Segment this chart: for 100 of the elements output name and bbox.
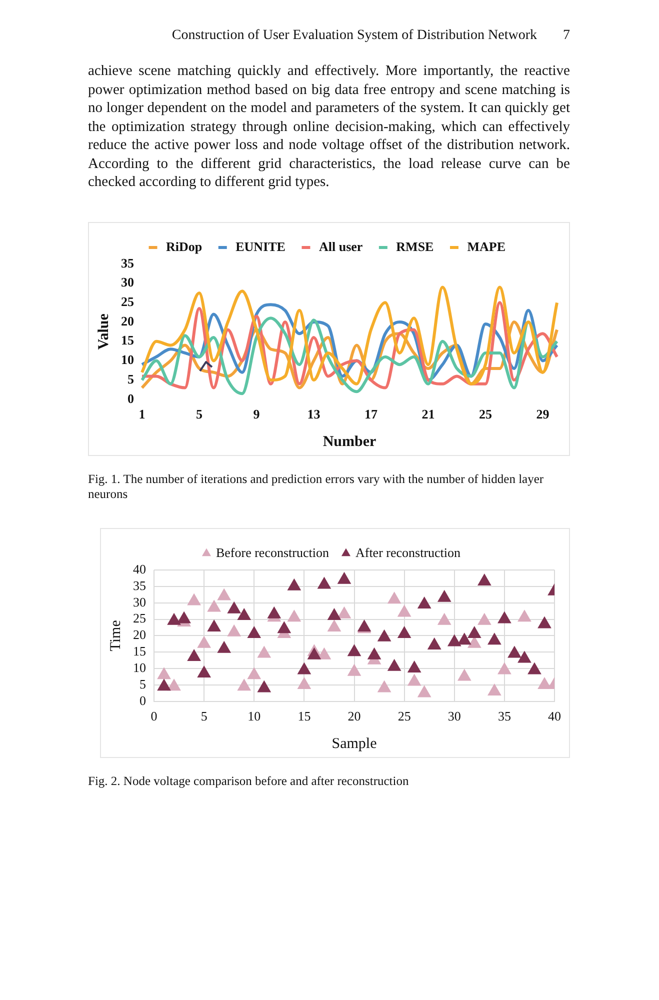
point	[418, 596, 431, 608]
x-tick-label: 29	[536, 406, 550, 422]
point	[538, 676, 552, 688]
x-tick-label: 5	[200, 708, 208, 724]
point	[288, 578, 301, 590]
text: 7	[563, 28, 570, 44]
y-tick-label: 20	[133, 626, 146, 642]
point	[157, 667, 171, 679]
y-tick-label: 25	[133, 610, 146, 626]
x-tick-label: 35	[498, 708, 511, 724]
y-tick-label: 35	[121, 254, 134, 270]
y-tick-label: 0	[128, 390, 134, 406]
point	[278, 621, 291, 633]
point	[438, 590, 451, 602]
point	[298, 676, 311, 688]
legend-label: After reconstruction	[355, 544, 462, 560]
point	[398, 626, 411, 638]
point	[348, 664, 361, 676]
x-axis-title: Sample	[332, 735, 378, 752]
point	[187, 649, 201, 661]
line-series	[140, 285, 558, 385]
x-tick-label: 1	[138, 406, 146, 422]
point	[438, 612, 451, 624]
y-tick-label: 5	[128, 370, 134, 386]
point	[198, 665, 211, 677]
legend-label: All user	[318, 238, 363, 254]
point	[258, 646, 271, 658]
y-axis-title: Time	[108, 619, 124, 651]
y-tick-label: 15	[121, 332, 134, 348]
x-tick-label: 15	[298, 708, 311, 724]
point	[388, 658, 401, 670]
point	[348, 644, 361, 656]
x-tick-label: 10	[248, 708, 261, 724]
text: Construction of User Evaluation System of Distribution Network	[172, 28, 537, 44]
point	[238, 678, 251, 690]
legend-label: EUNITE	[236, 238, 286, 254]
point	[208, 619, 221, 631]
y-tick-label: 10	[133, 659, 146, 674]
point	[228, 601, 241, 613]
x-tick-label: 30	[448, 708, 461, 724]
legend-label: Before reconstruction	[216, 544, 330, 560]
point	[308, 647, 321, 659]
point	[418, 685, 431, 697]
y-axis-title: Value	[96, 312, 112, 350]
point	[318, 647, 331, 659]
point	[208, 600, 221, 612]
y-tick-label: 40	[133, 560, 146, 576]
point	[408, 674, 421, 686]
x-tick-label: 9	[253, 406, 260, 422]
point	[187, 593, 201, 605]
point	[328, 608, 341, 620]
legend-label: MAPE	[467, 238, 506, 254]
x-tick-label: 5	[196, 406, 203, 422]
point	[448, 634, 461, 646]
caption: Fig. 1. The number of iterations and prediction errors vary with the number of hidden layer neurons	[88, 472, 545, 502]
x-tick-label: 0	[150, 708, 158, 724]
point	[338, 606, 351, 618]
x-tick-label: 21	[422, 406, 435, 422]
y-tick-label: 15	[133, 643, 146, 658]
y-tick-label: 25	[121, 294, 134, 309]
point	[298, 662, 311, 674]
y-tick-label: 35	[133, 577, 146, 592]
y-tick-label: 30	[121, 274, 134, 290]
x-tick-label: 25	[398, 708, 411, 724]
point	[167, 678, 181, 690]
point	[368, 647, 381, 659]
point	[177, 611, 191, 623]
legend-label: RMSE	[396, 238, 434, 254]
point	[408, 660, 421, 672]
point	[458, 668, 471, 680]
text: achieve scene matching quickly and effectively. More importantly, the reactive power optimization method based on big data free entropy and scene matching is no longer dependent on the model and parameters of the system. It can quickly get the optimization strategy through online decision-making, which can effectively reduce the active power loss and node voltage offset of the distribution network. According to the different grid characteristics, the load release curve can be checked according to different grid types.	[88, 62, 570, 192]
point	[478, 573, 491, 585]
x-tick-label: 13	[307, 406, 321, 422]
legend-label: RiDop	[166, 238, 202, 254]
point	[528, 662, 542, 674]
x-axis-title: Number	[322, 433, 377, 450]
point	[518, 610, 532, 622]
point	[468, 626, 481, 638]
point	[248, 626, 261, 638]
point	[258, 680, 271, 692]
point	[538, 616, 552, 628]
point	[378, 680, 391, 692]
point	[378, 629, 391, 641]
y-tick-label: 30	[133, 594, 146, 609]
point	[398, 604, 411, 616]
y-tick-label: 0	[140, 692, 146, 708]
point	[218, 588, 231, 600]
caption: Fig. 2. Node voltage comparison before and after reconstruction	[88, 774, 410, 788]
point	[338, 572, 351, 584]
point	[478, 612, 491, 624]
point	[508, 646, 522, 658]
point	[268, 606, 281, 618]
y-tick-label: 20	[121, 312, 134, 328]
x-tick-label: 17	[364, 406, 378, 422]
point	[167, 612, 181, 624]
y-tick-label: 10	[121, 352, 134, 367]
point	[157, 678, 171, 690]
point	[388, 592, 401, 604]
y-tick-label: 5	[140, 676, 146, 691]
point	[238, 608, 251, 620]
